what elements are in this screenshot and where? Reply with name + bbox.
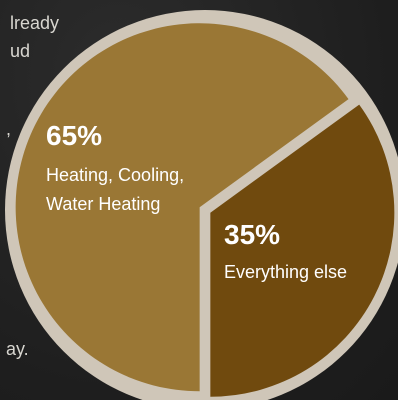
slice-label-everything-else: Everything else	[224, 262, 347, 282]
slice-percent-65: 65%	[46, 120, 102, 151]
side-text-line-1: lready	[10, 13, 60, 33]
side-text-line-4: ay.	[6, 339, 29, 359]
slice-label-heating-line-2: Water Heating	[46, 194, 160, 214]
side-text-line-3: ,	[6, 119, 12, 139]
side-text-line-2: ud	[10, 41, 31, 61]
slice-label-heating-line-1: Heating, Cooling,	[46, 165, 184, 185]
slice-percent-35: 35%	[224, 219, 280, 250]
pie-slice-everything-else	[210, 104, 395, 397]
pie-slice-heating-cooling-water	[15, 23, 349, 392]
